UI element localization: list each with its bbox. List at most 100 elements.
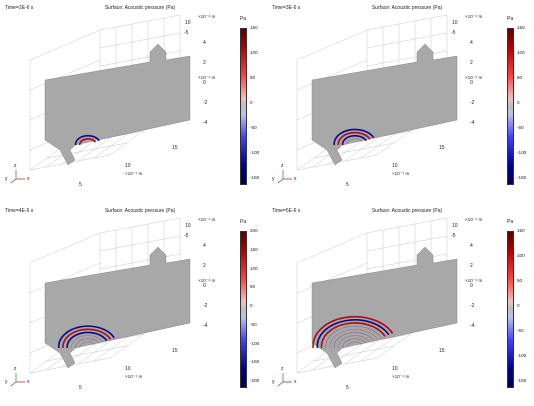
triad-x-label: x xyxy=(294,379,297,385)
z-tick-label: -4 xyxy=(203,120,208,126)
pressure-surface xyxy=(311,43,458,166)
acoustic-wave-field xyxy=(74,134,100,146)
triad-z-label: z xyxy=(14,163,17,169)
colorbar-tick-label: -100 xyxy=(250,340,260,346)
colorbar xyxy=(240,28,247,185)
plot-panel-3: Time=4E-6 s Surface: Acoustic pressure (P… xyxy=(0,203,267,406)
time-label: Time=2E-6 s xyxy=(5,5,34,11)
colorbar xyxy=(240,231,247,388)
colorbar-tick-label: 0 xyxy=(517,100,520,105)
surface-title: Surface: Acoustic pressure (Pa) xyxy=(104,208,176,214)
z-tick-label: 2 xyxy=(203,60,206,66)
colorbar-tick-label: -150 xyxy=(517,175,527,180)
triad-y-label: y xyxy=(5,176,8,182)
z-axis-unit: ×10⁻⁴ m xyxy=(198,14,216,19)
x-axis-unit: ×10⁻⁴ m xyxy=(392,171,410,176)
x-tick-label: 10 xyxy=(125,366,131,372)
time-label: Time=3E-6 s xyxy=(272,5,301,11)
z-axis-unit: ×10⁻⁴ m xyxy=(198,217,216,222)
colorbar-tick-label: -200 xyxy=(250,378,260,383)
acoustic-wave-field xyxy=(312,315,394,349)
time-label: Time=5E-6 s xyxy=(272,208,301,214)
z-tick-label: 0 xyxy=(470,80,473,86)
acoustic-wave-field xyxy=(57,325,115,349)
x-tick-label: 15 xyxy=(172,348,178,354)
y-axis-unit: ×10⁻⁴ m xyxy=(465,278,483,283)
colorbar-tick-label: 100 xyxy=(250,50,258,55)
colorbar-tick-label: -100 xyxy=(517,150,527,155)
z-top-tick-label: 10 xyxy=(452,223,458,229)
x-tick-label: 10 xyxy=(125,163,131,169)
y-top-tick-label: -5 xyxy=(184,233,189,239)
z-axis-unit: ×10⁻⁴ m xyxy=(465,14,483,19)
colorbar-tick-label: 100 xyxy=(517,253,525,258)
x-tick-label: 15 xyxy=(172,145,178,151)
pressure-surface xyxy=(44,246,191,369)
triad-z-label: z xyxy=(14,366,17,372)
colorbar-tick-label: 50 xyxy=(517,75,523,80)
triad-x-label: x xyxy=(294,176,297,182)
x-axis-unit: ×10⁻⁴ m xyxy=(125,171,143,176)
colorbar-tick-label: -100 xyxy=(250,150,260,155)
colorbar xyxy=(507,231,514,388)
colorbar-unit: Pa xyxy=(507,16,514,22)
x-tick-label: 5 xyxy=(346,385,349,391)
colorbar-unit: Pa xyxy=(507,219,514,225)
colorbar-tick-label: 100 xyxy=(517,50,525,55)
z-tick-label: 4 xyxy=(203,40,206,46)
plot-svg xyxy=(277,217,458,387)
z-tick-label: -4 xyxy=(203,323,208,329)
plot-panel-2: Time=3E-6 s Surface: Acoustic pressure (P… xyxy=(267,0,534,203)
y-top-tick-label: -5 xyxy=(184,30,189,36)
triad-x-label: x xyxy=(27,379,30,385)
z-top-tick-label: 10 xyxy=(185,20,191,26)
z-tick-label: 0 xyxy=(470,283,473,289)
z-tick-label: 0 xyxy=(203,80,206,86)
axis-triad-icon xyxy=(277,373,292,387)
z-tick-label: 2 xyxy=(203,263,206,269)
triad-z-label: z xyxy=(281,163,284,169)
colorbar-tick-label: -50 xyxy=(517,125,524,130)
colorbar-unit: Pa xyxy=(240,16,247,22)
z-top-tick-label: 10 xyxy=(452,20,458,26)
triad-y-label: y xyxy=(5,379,8,385)
colorbar-tick-label: 150 xyxy=(517,228,525,233)
y-axis-unit: ×10⁻⁴ m xyxy=(465,75,483,80)
y-top-tick-label: -5 xyxy=(451,233,456,239)
colorbar-tick-label: 100 xyxy=(250,265,258,271)
triad-y-label: y xyxy=(272,379,275,385)
colorbar-tick-label: 0 xyxy=(517,303,520,308)
axis-triad-icon xyxy=(277,170,292,184)
colorbar-tick-label: -150 xyxy=(517,378,527,383)
x-tick-label: 15 xyxy=(439,348,445,354)
z-tick-label: -2 xyxy=(470,100,475,106)
z-tick-label: -2 xyxy=(203,100,208,106)
x-tick-label: 5 xyxy=(346,182,349,188)
z-tick-label: -2 xyxy=(203,303,208,309)
plot-panel-1: Time=2E-6 s Surface: Acoustic pressure (P… xyxy=(0,0,267,203)
axis-triad-icon xyxy=(10,373,25,387)
z-tick-label: 2 xyxy=(470,263,473,269)
z-tick-label: -4 xyxy=(470,323,475,329)
surface-title: Surface: Acoustic pressure (Pa) xyxy=(104,5,176,11)
colorbar-tick-label: 0 xyxy=(250,100,253,105)
colorbar-tick-label: 50 xyxy=(250,284,256,290)
z-axis-unit: ×10⁻⁴ m xyxy=(465,217,483,222)
colorbar-tick-label: 150 xyxy=(517,25,525,30)
colorbar xyxy=(507,28,514,185)
x-tick-label: 5 xyxy=(79,385,82,391)
z-tick-label: 4 xyxy=(470,243,473,249)
time-label: Time=4E-6 s xyxy=(5,208,34,214)
z-top-tick-label: 10 xyxy=(185,223,191,229)
surface-title: Surface: Acoustic pressure (Pa) xyxy=(371,208,443,214)
x-tick-label: 10 xyxy=(392,163,398,169)
plot-svg xyxy=(277,14,458,184)
colorbar-tick-label: -50 xyxy=(517,328,524,333)
plot-svg xyxy=(10,14,191,184)
triad-y-label: y xyxy=(272,176,275,182)
colorbar-tick-label: 50 xyxy=(250,75,256,80)
y-axis-unit: ×10⁻⁴ m xyxy=(198,278,216,283)
colorbar-unit: Pa xyxy=(240,219,247,225)
z-tick-label: -4 xyxy=(470,120,475,126)
colorbar-tick-label: -150 xyxy=(250,359,260,365)
